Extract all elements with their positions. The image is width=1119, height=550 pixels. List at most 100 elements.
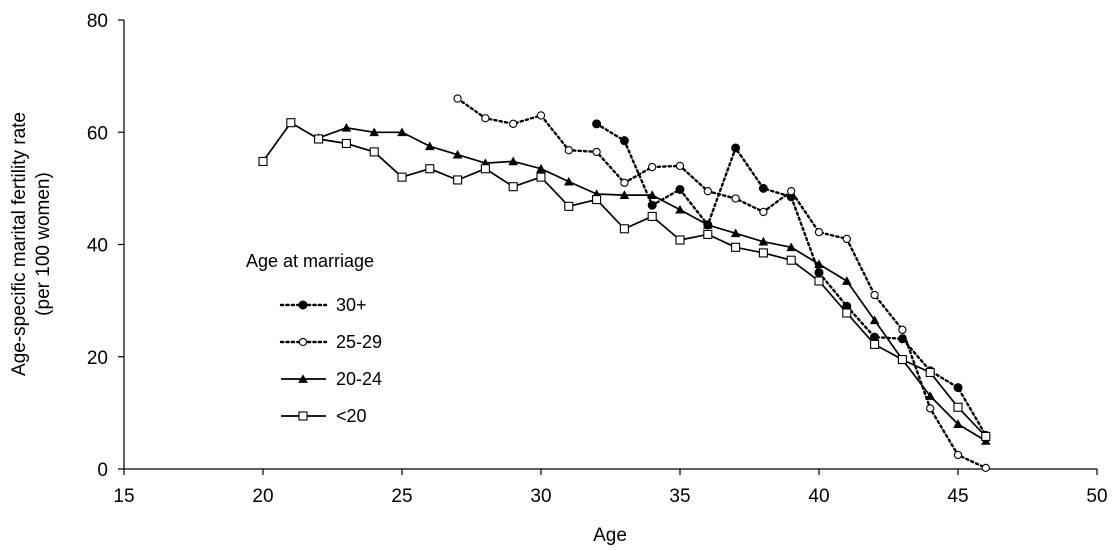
point-20-24-39 [786, 242, 796, 252]
legend-item-30-plus: 30+ [279, 295, 367, 315]
point-30-plus-34 [647, 200, 657, 210]
point-under-20-30 [536, 172, 546, 182]
point-under-20-32 [592, 195, 602, 205]
point-under-20-42 [870, 339, 880, 349]
point-25-29-44 [926, 404, 935, 413]
legend-marker-20-24 [298, 374, 308, 383]
series-line-under-20 [262, 121, 987, 437]
legend-item-20-24: 20-24 [281, 369, 382, 389]
x-axis-title: Age [593, 525, 627, 546]
point-under-20-39 [786, 255, 796, 265]
point-20-24-37 [730, 228, 741, 238]
point-20-24-27 [452, 149, 463, 159]
y-tick-label-0: 0 [97, 460, 108, 481]
point-under-20-36 [703, 229, 713, 239]
point-20-24-42 [869, 315, 880, 325]
point-under-20-37 [731, 242, 741, 252]
legend-label-25-29: 25-29 [336, 332, 382, 352]
point-under-20-31 [564, 201, 574, 211]
point-under-20-44 [925, 367, 935, 378]
point-20-24-44 [925, 391, 935, 400]
point-20-24-36 [703, 220, 713, 229]
legend-label-20-24: 20-24 [336, 369, 382, 389]
point-20-24-41 [842, 276, 852, 285]
legend: Age at marriage 30+ 25-29 20-24 <20 [246, 251, 382, 426]
point-25-29-39 [787, 187, 796, 196]
point-25-29-27 [453, 94, 462, 103]
point-30-plus-38 [758, 183, 768, 193]
series-25-29 [453, 94, 990, 473]
point-20-24-38 [758, 236, 769, 246]
legend-label-30-plus: 30+ [336, 295, 367, 315]
point-under-20-20 [258, 156, 268, 166]
legend-marker-30-plus [298, 300, 308, 310]
legend-marker-25-29 [298, 337, 308, 347]
series-line-30-plus [595, 122, 987, 437]
x-tick-label-20: 20 [252, 486, 273, 507]
y-tick-label-40: 40 [87, 236, 108, 257]
y-tick-label-80: 80 [87, 11, 108, 32]
series-line-25-29 [456, 97, 987, 470]
tick-marks [118, 19, 1098, 475]
point-30-plus-45 [953, 383, 963, 393]
point-under-20-45 [953, 402, 963, 412]
y-axis-title: Age-specific marital fertility rate [9, 112, 30, 376]
point-under-20-43 [897, 355, 907, 365]
point-30-plus-33 [619, 136, 629, 146]
point-25-29-37 [731, 194, 740, 203]
legend-item-25-29: 25-29 [279, 332, 382, 352]
point-20-24-25 [397, 127, 407, 137]
point-under-20-29 [508, 182, 518, 192]
y-axis-title-line2: (per 100 women) [33, 172, 54, 316]
point-25-29-36 [703, 187, 712, 196]
point-25-29-33 [620, 178, 629, 187]
point-20-24-33 [619, 190, 630, 199]
legend-item-under-20: <20 [281, 406, 367, 426]
point-30-plus-40 [814, 268, 824, 278]
tick-labels: 15 20 25 30 35 40 45 50 0 20 40 60 80 [87, 11, 1108, 507]
point-20-24-26 [425, 141, 435, 151]
point-25-29-42 [870, 290, 879, 300]
point-under-20-23 [341, 138, 351, 149]
point-20-24-31 [564, 176, 574, 186]
x-tick-label-40: 40 [808, 486, 829, 507]
point-25-29-40 [814, 228, 824, 237]
point-25-29-41 [842, 234, 851, 244]
x-tick-label-15: 15 [113, 486, 134, 507]
point-25-29-30 [536, 111, 546, 120]
point-25-29-43 [898, 325, 907, 334]
y-tick-label-60: 60 [87, 123, 108, 144]
point-20-24-35 [675, 204, 685, 214]
point-25-29-34 [648, 162, 657, 172]
point-20-24-23 [341, 122, 352, 132]
point-20-24-45 [953, 419, 963, 428]
point-25-29-35 [675, 161, 685, 171]
series-layer [258, 94, 991, 473]
point-under-20-41 [842, 308, 852, 318]
series-line-20-24 [318, 126, 987, 442]
point-20-24-24 [369, 127, 379, 137]
axes [123, 20, 1097, 470]
point-25-29-29 [509, 119, 518, 128]
point-under-20-21 [286, 118, 296, 128]
x-tick-label-25: 25 [391, 486, 412, 507]
x-tick-label-50: 50 [1086, 486, 1107, 507]
series-under-20 [258, 118, 991, 441]
point-25-29-38 [759, 207, 768, 217]
point-under-20-24 [369, 147, 379, 157]
point-under-20-27 [453, 175, 463, 185]
point-under-20-46 [981, 431, 991, 441]
point-under-20-22 [314, 134, 324, 144]
point-25-29-28 [481, 114, 490, 123]
x-tick-label-35: 35 [669, 486, 690, 507]
point-30-plus-37 [731, 143, 741, 153]
point-20-24-40 [814, 259, 824, 268]
point-under-20-35 [675, 235, 685, 245]
point-25-29-31 [564, 146, 573, 155]
legend-marker-under-20 [298, 411, 308, 421]
point-20-24-34 [647, 190, 657, 199]
series-20-24 [313, 122, 991, 445]
point-30-plus-32 [592, 119, 602, 129]
point-25-29-45 [953, 450, 963, 460]
